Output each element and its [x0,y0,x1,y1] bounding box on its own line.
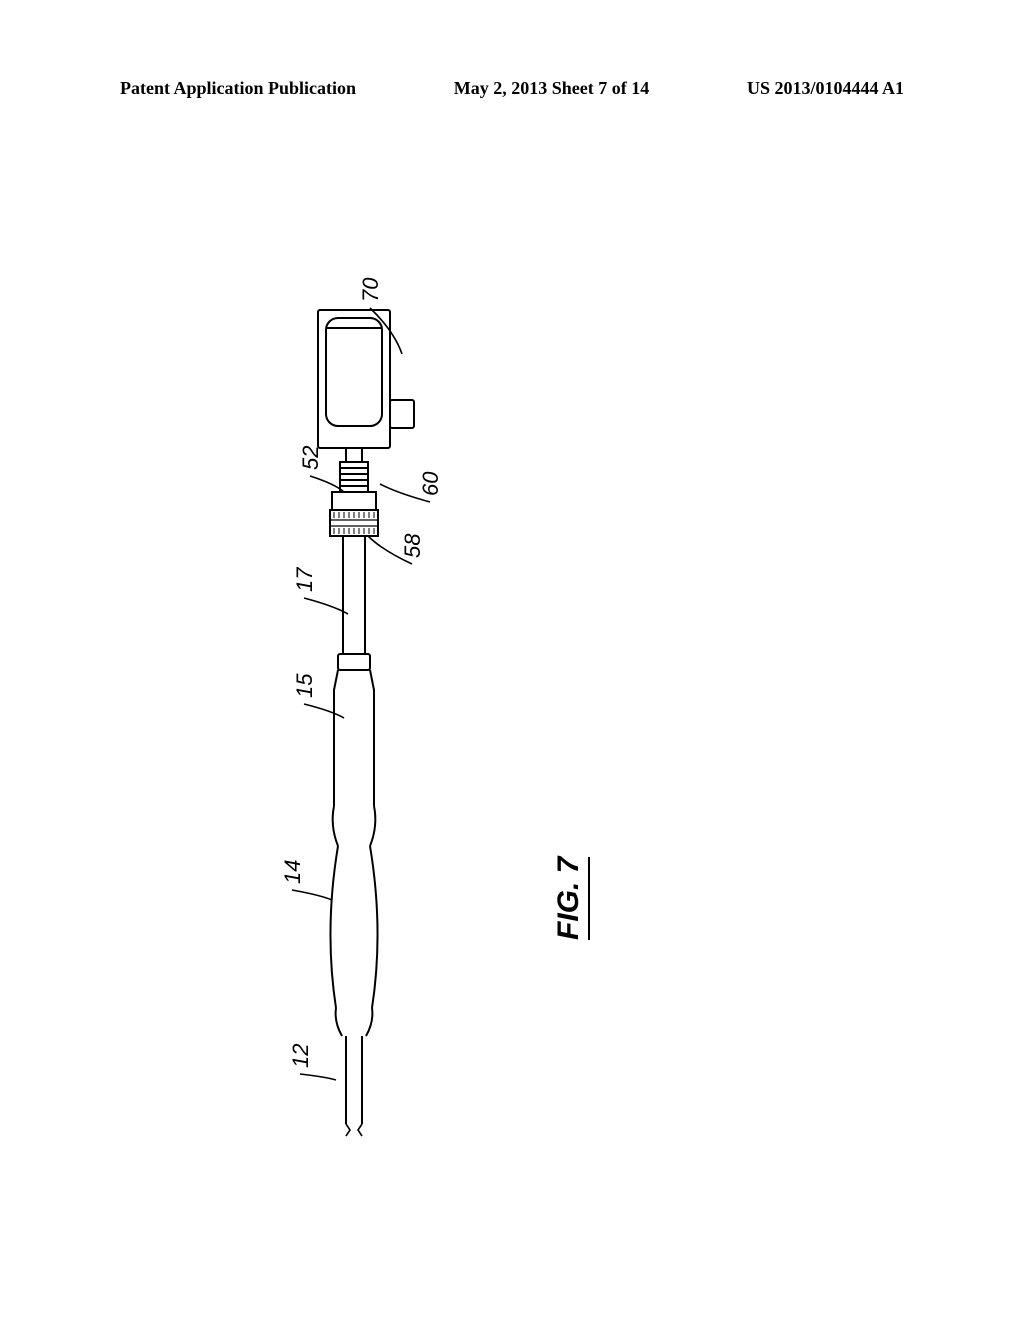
ref-num-17: 17 [292,568,318,592]
figure-label-text: FIG. 7 [552,857,585,940]
ref-num-14: 14 [280,860,306,884]
header-left: Patent Application Publication [120,78,356,99]
header-center: May 2, 2013 Sheet 7 of 14 [454,78,649,99]
device-drawing [140,240,840,1140]
ref-num-15: 15 [292,674,318,698]
figure-label: FIG. 7 [552,857,590,940]
ref-num-52: 52 [298,446,324,470]
header-right: US 2013/0104444 A1 [747,78,904,99]
ref-num-70: 70 [358,278,384,302]
page-header: Patent Application Publication May 2, 20… [0,78,1024,99]
ref-num-58: 58 [400,534,426,558]
ref-num-60: 60 [418,472,444,496]
figure-7: FIG. 7 70 52 60 58 17 15 14 12 [140,240,840,1140]
ref-num-12: 12 [288,1044,314,1068]
